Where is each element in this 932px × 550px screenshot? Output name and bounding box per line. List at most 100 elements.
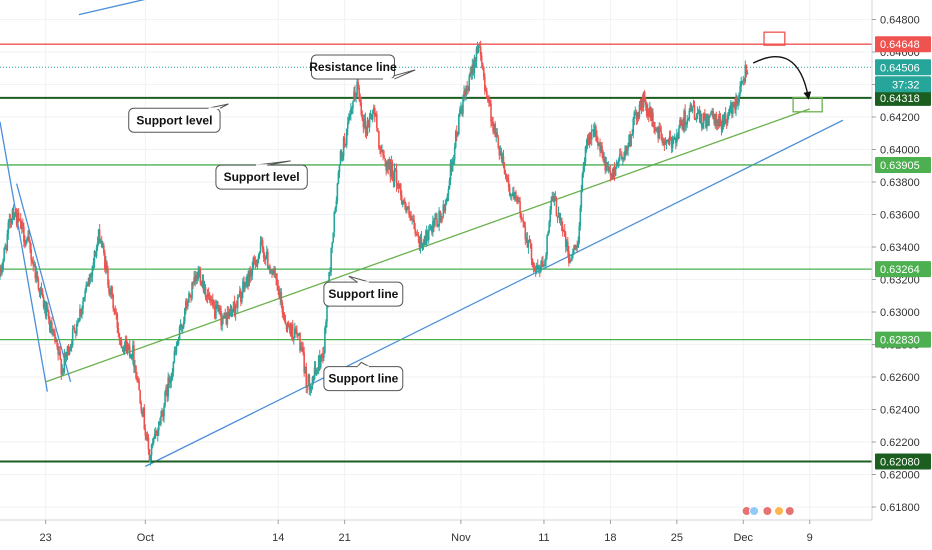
- candle-body: [604, 157, 607, 171]
- candle-body: [84, 291, 86, 298]
- candle-body: [76, 323, 78, 334]
- candle-body: [25, 239, 27, 245]
- callout: Support level: [128, 103, 229, 133]
- candle-body: [224, 312, 227, 316]
- candle-body: [271, 272, 273, 274]
- target-box-resistance-target: [763, 31, 786, 46]
- candle-body: [698, 110, 701, 123]
- candle-body: [38, 289, 41, 293]
- candle-body: [82, 301, 84, 309]
- candle-body: [159, 421, 161, 425]
- candle-body: [740, 82, 742, 87]
- candle-body: [745, 64, 748, 75]
- time-axis[interactable]: 23 Oct 14 21 Nov 11 18 25 Dec 9: [0, 519, 872, 544]
- candle-body: [34, 264, 37, 279]
- candle-body: [27, 236, 29, 239]
- candle-body: [478, 47, 481, 48]
- candle-body: [223, 312, 226, 319]
- candle-body: [505, 174, 508, 178]
- time-tick-label: Oct: [137, 532, 154, 544]
- level-price-tag: 0.62080: [880, 457, 920, 469]
- candle-body: [720, 125, 723, 130]
- candle-body: [551, 196, 554, 201]
- candle-body: [229, 306, 232, 313]
- price-axis[interactable]: 0.648000.646000.644000.642000.640000.638…: [871, 0, 931, 520]
- candle-body: [244, 286, 246, 289]
- candle-body: [164, 391, 166, 407]
- candle-body: [400, 195, 403, 204]
- candle-body: [614, 167, 617, 176]
- candle-body: [9, 218, 12, 223]
- candle-body: [106, 262, 108, 269]
- candle-body: [558, 212, 561, 221]
- candle-body: [506, 177, 509, 181]
- candle-body: [517, 200, 519, 202]
- candle-body: [251, 267, 254, 276]
- candle-body: [154, 431, 157, 434]
- candle-body: [471, 64, 474, 74]
- candle-body: [259, 242, 262, 252]
- candle-body: [428, 229, 431, 231]
- candle-body: [624, 150, 626, 160]
- candle-body: [392, 174, 395, 182]
- candle-body: [146, 437, 149, 440]
- candle-body: [89, 274, 92, 278]
- candle-body: [134, 365, 136, 367]
- candle-body: [208, 297, 211, 301]
- candle-body: [237, 296, 240, 298]
- candlestick-series: [0, 40, 749, 466]
- candle-body: [595, 125, 597, 136]
- candle-body: [147, 437, 150, 450]
- candle-body: [662, 140, 665, 143]
- candle-body: [468, 76, 471, 91]
- candle-body: [260, 240, 263, 243]
- candle-body: [715, 113, 718, 126]
- candle-body: [71, 328, 74, 346]
- economic-events[interactable]: [741, 506, 795, 516]
- candle-body: [656, 128, 658, 131]
- time-tick-label: 14: [272, 532, 284, 544]
- candle-body: [101, 245, 104, 248]
- candle-body: [426, 231, 429, 240]
- candle-body: [474, 57, 477, 62]
- candle-body: [709, 114, 711, 116]
- candle-body: [301, 347, 303, 349]
- candle-body: [493, 123, 495, 132]
- level-price-tag: 0.63905: [880, 160, 920, 172]
- candle-body: [105, 262, 107, 270]
- candle-body: [561, 226, 564, 232]
- level-price-tag-bg: [875, 331, 931, 348]
- candle-body: [200, 282, 203, 286]
- candle-body: [68, 351, 71, 355]
- candle-body: [469, 72, 472, 77]
- candle-body: [679, 119, 681, 129]
- candle-body: [109, 292, 111, 295]
- candle-body: [578, 226, 581, 243]
- candle-body: [173, 351, 176, 362]
- candle-body: [554, 196, 557, 199]
- candle-body: [435, 218, 437, 220]
- candle-body: [124, 339, 127, 346]
- candle-body: [623, 157, 625, 160]
- candle-body: [449, 162, 452, 181]
- candle-body: [355, 95, 357, 98]
- callout-pointer: [348, 275, 370, 283]
- candle-body: [118, 333, 121, 339]
- candle-body: [265, 251, 268, 258]
- candle-body: [443, 204, 446, 211]
- candle-body: [461, 108, 463, 114]
- candle-body: [24, 241, 26, 245]
- candle-body: [464, 91, 466, 96]
- candle-body: [316, 371, 319, 373]
- candle-body: [633, 112, 636, 119]
- candle-body: [17, 212, 20, 221]
- candle-body: [520, 213, 522, 220]
- candle-body: [460, 108, 462, 110]
- candle-body: [600, 146, 602, 152]
- candle-body: [631, 133, 633, 136]
- candle-body: [252, 257, 255, 268]
- candle-body: [311, 377, 314, 386]
- candle-body: [371, 113, 374, 120]
- candle-body: [579, 208, 582, 227]
